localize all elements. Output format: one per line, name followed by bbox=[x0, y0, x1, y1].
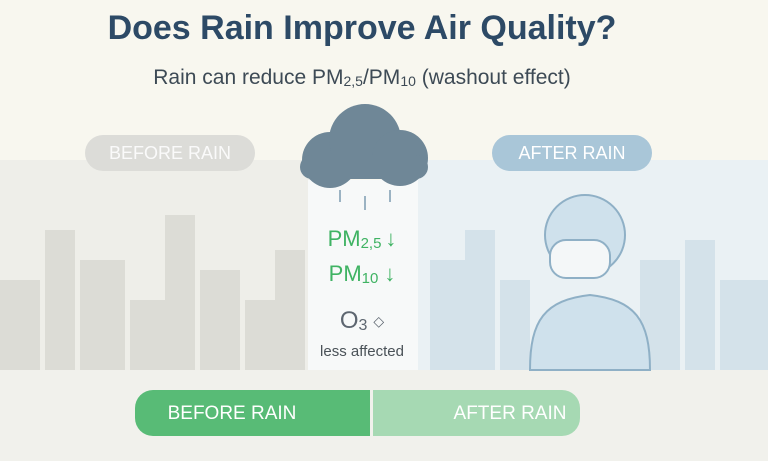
subtitle-part: Rain can reduce PM bbox=[153, 66, 343, 89]
pollutant: PM2,5 ↓ bbox=[328, 226, 397, 252]
pollutant: PM10 ↓ bbox=[329, 261, 396, 287]
subtitle-part: /PM bbox=[363, 66, 400, 89]
title: Does Rain Improve Air Quality? bbox=[108, 9, 617, 47]
person bbox=[528, 194, 652, 371]
cloud bbox=[300, 104, 428, 188]
city-left bbox=[0, 215, 305, 370]
bottom-bar-right bbox=[373, 390, 580, 436]
after-pill bbox=[492, 135, 652, 171]
text-part: PM bbox=[329, 261, 362, 286]
text-part: ↓ bbox=[384, 261, 395, 286]
text-part: ◇ bbox=[373, 313, 384, 329]
before-label: BEFORE RAIN bbox=[109, 143, 231, 163]
bottom-left-label: BEFORE RAIN bbox=[168, 403, 297, 424]
subtitle-sub: 10 bbox=[400, 73, 416, 89]
subtitle: Rain can reduce PM2,5/PM10 (washout effe… bbox=[153, 66, 571, 89]
subtitle-sub: 2,5 bbox=[344, 73, 364, 89]
pollutant-note: less affected bbox=[320, 343, 404, 360]
pollutant: O3 ◇ bbox=[340, 307, 385, 334]
before-pill bbox=[85, 135, 255, 171]
bottom-right-label: AFTER RAIN bbox=[454, 403, 567, 424]
after-label: AFTER RAIN bbox=[518, 143, 625, 163]
city-right bbox=[430, 230, 768, 370]
text-part: ↓ bbox=[385, 226, 396, 251]
text-part: O bbox=[340, 307, 359, 334]
text-part: 2,5 bbox=[361, 235, 382, 252]
text-part: 10 bbox=[362, 270, 379, 287]
bottom-bar-left bbox=[135, 390, 370, 436]
text-part: PM bbox=[328, 226, 361, 251]
subtitle-part: (washout effect) bbox=[416, 66, 571, 89]
rain-drops bbox=[339, 190, 391, 210]
rain-column bbox=[308, 180, 418, 370]
text-part: 3 bbox=[358, 317, 367, 334]
